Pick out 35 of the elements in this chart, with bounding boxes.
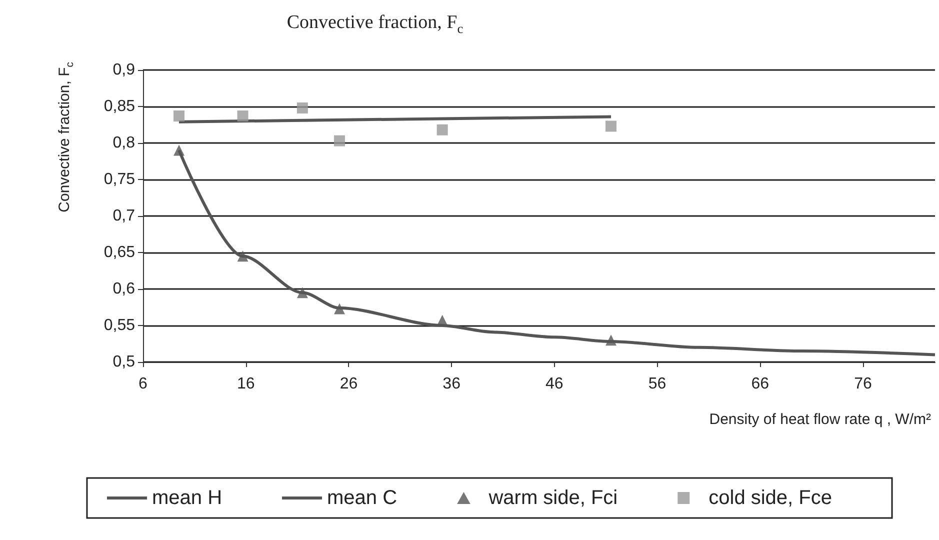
y-tick-label: 0,75 [104,171,136,188]
point [174,144,184,156]
y-tick-label: 0,85 [104,98,136,115]
y-tick-label: 0,8 [112,134,136,152]
y-tick-label: 0,6 [112,280,136,298]
point [436,124,448,136]
point [237,110,248,122]
point [296,102,308,114]
x-tick-label: 16 [236,376,255,392]
y-tick-label: 0,55 [104,317,136,334]
x-tick-label: 36 [442,376,461,392]
point [334,135,345,146]
x-axis-title: Density of heat flow rate q , W/m² [709,411,931,428]
x-tick-label: 26 [340,376,358,392]
point [296,287,308,298]
point [174,110,184,122]
x-tick-label: 56 [648,376,666,392]
x-tick-label: 6 [138,376,148,392]
y-tick-label: 0,9 [112,62,136,78]
chart-title: Convective fraction, F$_{c}$ [286,12,464,37]
point [436,314,448,326]
x-tick-label: 66 [751,376,770,392]
legend-label: cold side, Fce [708,487,832,509]
point [334,303,345,314]
point [237,250,248,262]
y-tick-label: 0,7 [112,208,136,224]
legend-label: warm side, Fci [488,487,618,509]
x-tick-label: 76 [854,376,872,392]
y-tick-label: 0,65 [104,244,136,261]
y-tick-label: 0,5 [112,354,136,370]
point [606,120,616,132]
legend-label: mean C [327,487,398,509]
legend-label: mean H [152,487,222,509]
x-tick-label: 46 [546,376,564,392]
point [606,334,616,346]
